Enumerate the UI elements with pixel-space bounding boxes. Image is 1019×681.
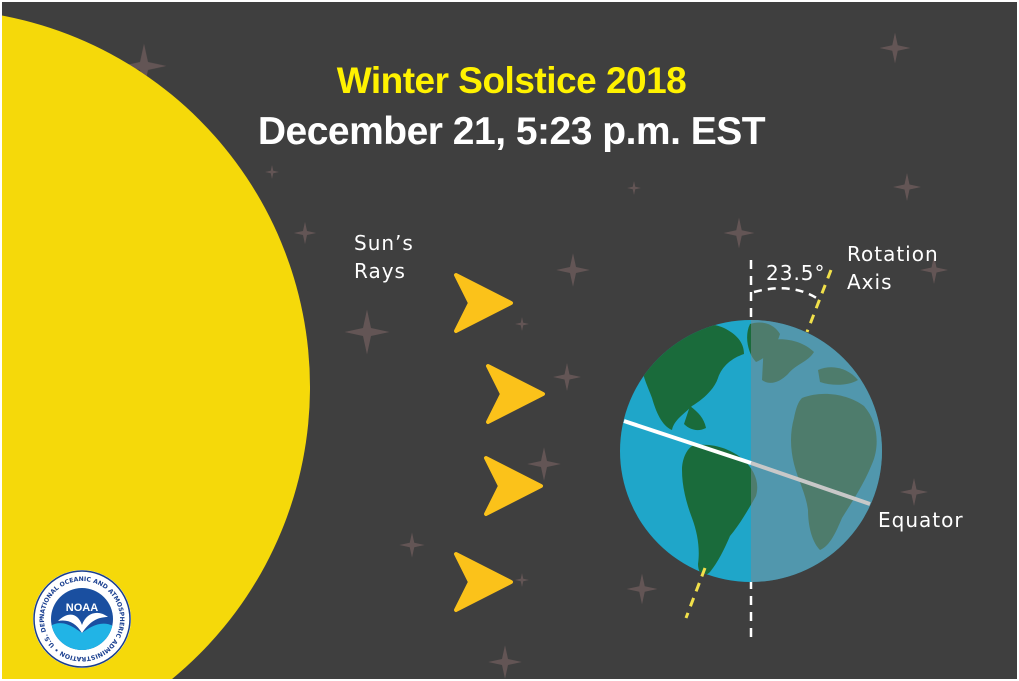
night-side [751,320,882,582]
ray-arrow [310,273,513,333]
rotation-axis-label-line2: Axis [847,270,893,294]
sparkle-star-icon [556,253,590,287]
sparkle-star-icon [626,573,658,605]
page-title: Winter Solstice 2018 [336,60,687,101]
ray-arrow [344,456,543,516]
sparkle-star-icon [293,221,317,245]
sparkle-star-icon [344,309,390,355]
sparkle-star-icon [265,165,279,179]
tilt-angle-label: 23.5° [766,261,826,285]
ray-arrow [312,552,513,612]
equator-line-day [623,419,752,465]
rays-label-line1: Sun’s [354,231,414,255]
sparkle-star-icon [893,173,921,201]
sparkle-star-icon [627,181,641,195]
sparkle-star-icon [879,32,911,64]
sparkle-star-icon [488,645,522,679]
sun [2,15,310,679]
sparkle-star-icon [515,573,529,587]
noaa-logo-icon: NATIONAL OCEANIC AND ATMOSPHERIC ADMINIS… [32,569,131,668]
page-subtitle: December 21, 5:23 p.m. EST [257,110,766,153]
rotation-axis-bottom [684,567,707,619]
earth [620,320,882,582]
sparkle-star-icon [515,317,529,331]
rotation-axis-label-line1: Rotation [847,242,939,266]
tilt-angle-arc [753,287,819,301]
svg-text:NOAA: NOAA [66,602,98,614]
equator-label: Equator [878,508,964,532]
ray-arrow [340,364,545,424]
sparkle-star-icon [399,532,425,558]
sparkle-star-icon [723,217,755,249]
sparkle-star-icon [900,478,928,506]
equator-line-night [750,461,871,506]
sparkle-star-icon [553,363,581,391]
rays-label-line2: Rays [354,259,406,283]
sparkle-star-icon [527,447,561,481]
rotation-axis-top [805,269,833,333]
sun-rays [310,273,545,612]
